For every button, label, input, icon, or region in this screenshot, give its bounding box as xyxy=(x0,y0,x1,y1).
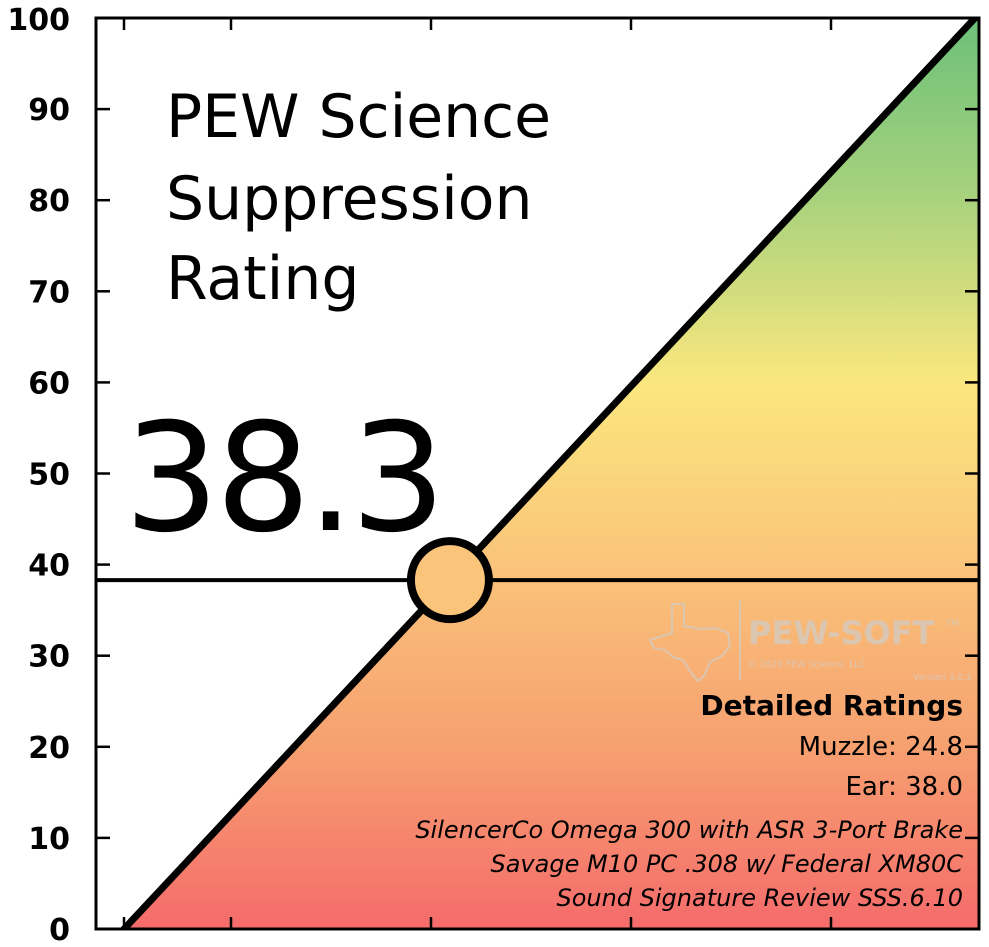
ear-rating: Ear: 38.0 xyxy=(845,772,963,802)
y-tick-label-60: 60 xyxy=(28,366,70,401)
y-tick-label-100: 100 xyxy=(7,3,70,38)
rating-value: 38.3 xyxy=(124,392,442,566)
y-tick-label-20: 20 xyxy=(28,731,70,766)
y-tick-label-90: 90 xyxy=(28,93,70,128)
chart-title-line-3: Rating xyxy=(166,244,359,314)
axis-ticks xyxy=(96,16,979,931)
reference-review: Sound Signature Review SSS.6.10 xyxy=(556,884,963,912)
texas-outline-icon xyxy=(648,603,732,683)
rating-marker xyxy=(406,537,493,624)
plot-frame xyxy=(94,16,981,931)
reference-firearm: Savage M10 PC .308 w/ Federal XM80C xyxy=(490,850,963,878)
y-tick-label-50: 50 xyxy=(28,458,70,493)
muzzle-rating: Muzzle: 24.8 xyxy=(799,732,963,762)
detailed-ratings-heading: Detailed Ratings xyxy=(700,689,963,722)
y-tick-label-80: 80 xyxy=(28,184,70,219)
watermark-copyright: © 2020 PEW Science, LLC xyxy=(748,660,865,670)
reference-suppressor: SilencerCo Omega 300 with ASR 3-Port Bra… xyxy=(415,816,963,844)
watermark-brand: PEW-SOFT xyxy=(748,614,935,652)
y-axis-labels: 0 10 20 30 40 50 60 70 80 90 100 xyxy=(7,3,70,947)
chart-title-line-1: PEW Science xyxy=(166,82,551,152)
y-tick-label-10: 10 xyxy=(28,822,70,857)
y-tick-label-0: 0 xyxy=(49,913,70,947)
watermark-tm: TM xyxy=(945,619,959,629)
diagonal-line xyxy=(120,18,979,929)
chart-title-line-2: Suppression xyxy=(166,164,532,234)
y-tick-label-30: 30 xyxy=(28,640,70,675)
y-tick-label-70: 70 xyxy=(28,275,70,310)
y-tick-label-40: 40 xyxy=(28,549,70,584)
pew-soft-watermark: PEW-SOFT TM © 2020 PEW Science, LLC Vers… xyxy=(648,600,972,683)
watermark-version: Version 1.0.2 xyxy=(913,673,972,683)
